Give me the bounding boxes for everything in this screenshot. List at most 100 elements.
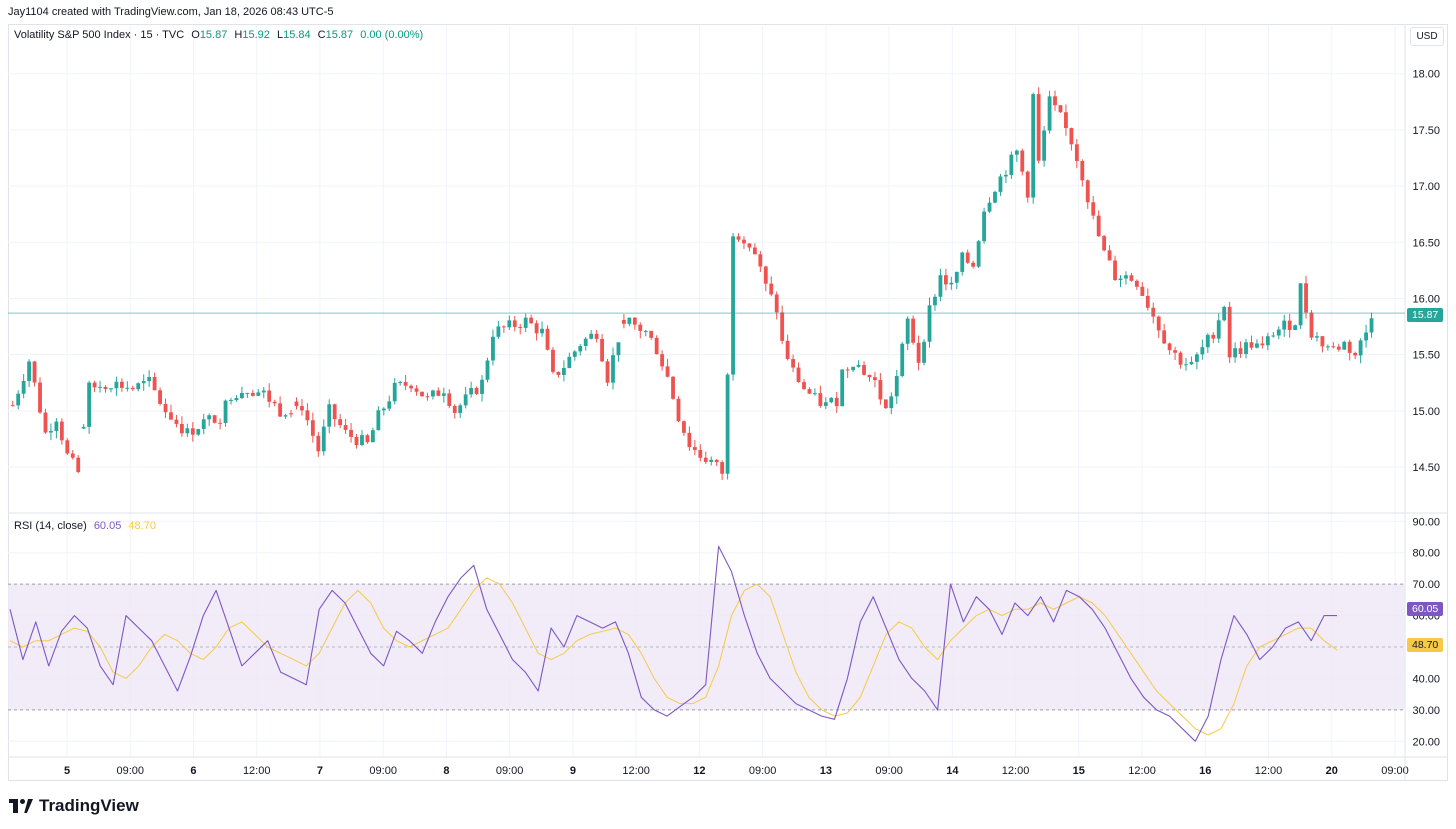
x-tick-label: 09:00 bbox=[116, 765, 144, 777]
candle-body bbox=[278, 403, 283, 417]
candle-body bbox=[387, 401, 392, 409]
candle-body bbox=[1156, 316, 1161, 331]
candle-body bbox=[409, 385, 414, 389]
rsi-title: RSI (14, close) bbox=[14, 520, 87, 532]
candle-body bbox=[774, 294, 779, 313]
candle-body bbox=[125, 387, 130, 389]
candle-body bbox=[1107, 250, 1112, 261]
candle-body bbox=[1184, 364, 1188, 366]
candle-body bbox=[1036, 94, 1041, 161]
candle-body bbox=[1058, 105, 1063, 113]
candle-body bbox=[638, 324, 643, 331]
x-tick-label: 12:00 bbox=[1002, 765, 1030, 777]
candle-body bbox=[763, 266, 768, 284]
candle-body bbox=[1358, 340, 1363, 356]
candle-body bbox=[796, 367, 801, 383]
candle-body bbox=[1200, 347, 1205, 355]
candle-body bbox=[523, 317, 528, 328]
candle-body bbox=[403, 382, 408, 386]
x-tick-label: 12 bbox=[693, 765, 705, 777]
candle-body bbox=[81, 426, 86, 429]
candle-body bbox=[491, 336, 495, 361]
candle-body bbox=[354, 436, 359, 445]
candle-body bbox=[245, 392, 250, 394]
candle-body bbox=[758, 254, 763, 267]
candle-body bbox=[1364, 332, 1368, 341]
candle-body bbox=[365, 435, 370, 443]
candle-body bbox=[1249, 342, 1254, 348]
candle-body bbox=[611, 355, 615, 383]
candle-body bbox=[1222, 306, 1227, 321]
candle-body bbox=[725, 374, 730, 474]
candle-body bbox=[594, 333, 599, 339]
candle-body bbox=[567, 356, 572, 368]
candle-body bbox=[976, 241, 981, 267]
candle-body bbox=[1325, 346, 1330, 348]
candle-body bbox=[971, 262, 976, 267]
candle-body bbox=[873, 377, 877, 380]
candle-body bbox=[1025, 171, 1030, 198]
rsi-badge: 60.05 bbox=[1407, 602, 1444, 616]
x-tick-label: 13 bbox=[820, 765, 832, 777]
x-tick-label: 16 bbox=[1199, 765, 1211, 777]
candle-body bbox=[436, 390, 441, 396]
candle-body bbox=[1053, 96, 1057, 106]
tradingview-logo[interactable]: TradingView bbox=[9, 796, 139, 816]
x-tick-label: 5 bbox=[64, 765, 70, 777]
candle-body bbox=[922, 341, 926, 363]
price-tick-label: 16.50 bbox=[1412, 237, 1440, 249]
candle-body bbox=[1031, 94, 1036, 198]
candle-body bbox=[469, 387, 474, 395]
high-value: 15.92 bbox=[242, 29, 270, 41]
candle-body bbox=[813, 393, 817, 395]
candle-body bbox=[583, 338, 588, 347]
candle-body bbox=[10, 405, 15, 407]
candle-body bbox=[627, 317, 632, 324]
candle-body bbox=[43, 412, 48, 433]
candle-body bbox=[1320, 336, 1325, 347]
candle-body bbox=[327, 404, 332, 427]
price-tick-label: 14.50 bbox=[1412, 462, 1440, 474]
candle-body bbox=[240, 393, 244, 399]
candle-body bbox=[305, 410, 310, 421]
price-tick-label: 17.50 bbox=[1412, 125, 1440, 137]
candle-body bbox=[1162, 330, 1167, 344]
candle-body bbox=[65, 440, 70, 454]
candle-body bbox=[261, 390, 266, 393]
x-tick-label: 09:00 bbox=[875, 765, 903, 777]
candle-body bbox=[338, 419, 343, 426]
candle-body bbox=[185, 428, 190, 434]
candle-body bbox=[938, 275, 943, 297]
candle-body bbox=[802, 382, 806, 390]
candle-body bbox=[496, 326, 501, 337]
high-label: H bbox=[234, 29, 243, 41]
candle-body bbox=[1167, 343, 1172, 351]
candle-body bbox=[1255, 343, 1259, 348]
rsi-tick-label: 70.00 bbox=[1412, 579, 1440, 591]
x-tick-label: 12:00 bbox=[622, 765, 650, 777]
candle-body bbox=[823, 402, 828, 406]
candle-body bbox=[671, 376, 675, 399]
candle-body bbox=[1282, 320, 1287, 330]
candle-body bbox=[1080, 160, 1085, 181]
candle-body bbox=[1145, 295, 1150, 308]
rsi-ma-value: 48.70 bbox=[128, 520, 156, 532]
candle-body bbox=[229, 400, 233, 402]
candle-body bbox=[1293, 325, 1298, 331]
candle-body bbox=[234, 398, 239, 401]
symbol-label: Volatility S&P 500 Index · 15 · TVC bbox=[14, 29, 185, 41]
candle-body bbox=[1194, 354, 1199, 362]
candle-body bbox=[616, 342, 621, 356]
candle-body bbox=[1342, 341, 1347, 350]
candle-body bbox=[1113, 260, 1117, 280]
candle-body bbox=[960, 252, 965, 272]
currency-button[interactable]: USD bbox=[1410, 27, 1444, 46]
candle-body bbox=[441, 393, 446, 396]
x-tick-label: 6 bbox=[190, 765, 196, 777]
candle-body bbox=[272, 401, 277, 404]
candle-body bbox=[927, 305, 932, 342]
candle-body bbox=[589, 333, 594, 339]
candle-body bbox=[1178, 352, 1183, 365]
x-tick-label: 14 bbox=[946, 765, 959, 777]
